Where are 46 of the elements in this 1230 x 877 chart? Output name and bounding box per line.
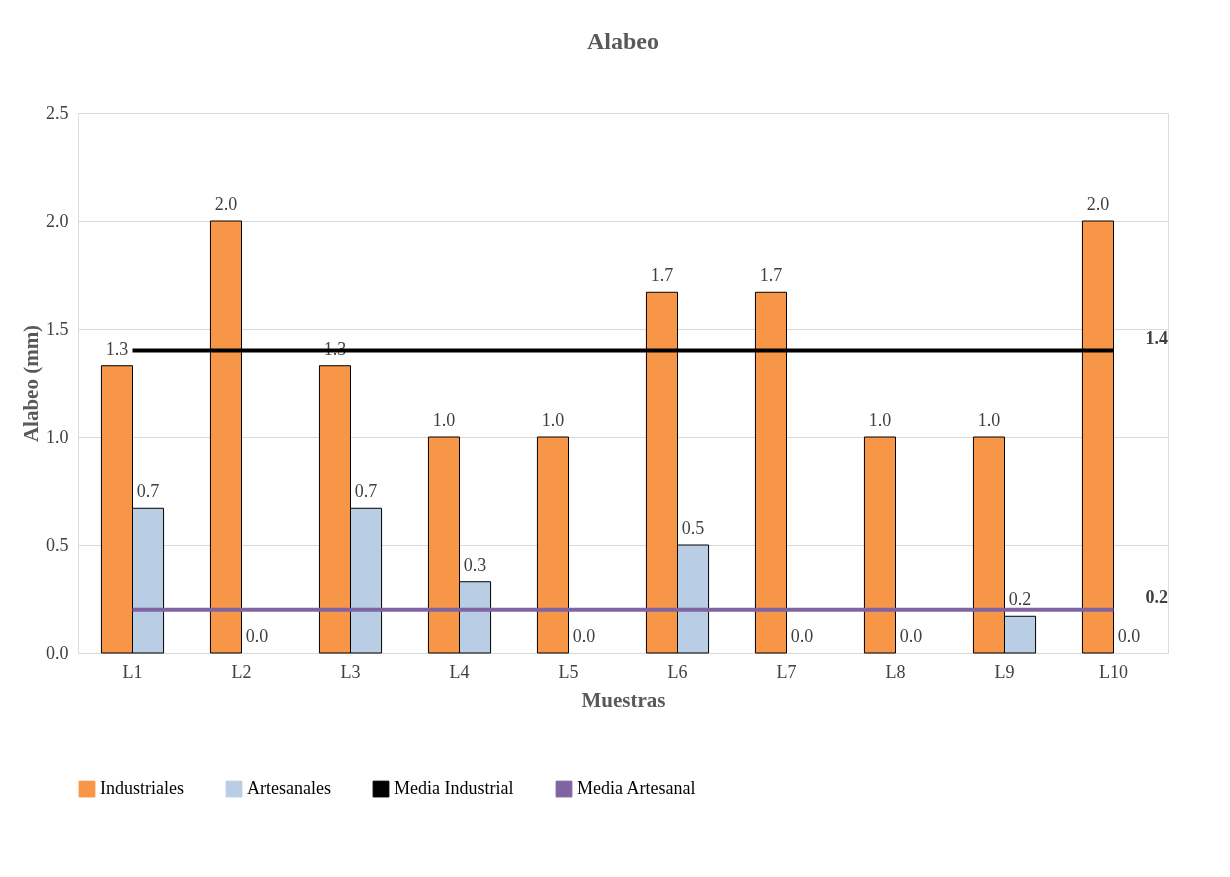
x-tick-label: L4 bbox=[449, 661, 470, 682]
data-label: 0.5 bbox=[681, 518, 705, 538]
legend-label: Artesanales bbox=[247, 778, 331, 799]
data-label: 0.0 bbox=[790, 626, 814, 646]
x-tick-label: L3 bbox=[340, 661, 361, 682]
x-tick-label: L6 bbox=[667, 661, 688, 682]
x-tick-label: L10 bbox=[1099, 661, 1128, 682]
x-tick-label: L8 bbox=[885, 661, 906, 682]
bar bbox=[863, 436, 896, 654]
data-label: 0.7 bbox=[136, 481, 160, 502]
y-tick-label: 0.0 bbox=[46, 642, 69, 663]
y-tick-label: 0.5 bbox=[46, 534, 69, 555]
data-label: 0.3 bbox=[463, 554, 487, 575]
data-label: 1.3 bbox=[105, 338, 129, 359]
y-tick-label: 1.5 bbox=[46, 318, 69, 339]
x-tick-label: L1 bbox=[122, 661, 143, 682]
data-label: 1.7 bbox=[650, 265, 674, 286]
y-tick-label: 2.0 bbox=[46, 210, 69, 231]
data-label: 0.0 bbox=[245, 626, 269, 646]
x-tick-label: L2 bbox=[231, 661, 252, 682]
y-tick-label: 1.0 bbox=[46, 426, 69, 447]
data-label: 0.2 bbox=[1008, 589, 1032, 610]
data-label: 1.0 bbox=[977, 410, 1001, 430]
data-label: 1.0 bbox=[541, 410, 565, 430]
data-label: 1.4 bbox=[1145, 327, 1168, 348]
data-label: 0.0 bbox=[572, 626, 596, 646]
legend-label: Industriales bbox=[100, 778, 184, 799]
data-label: 0.0 bbox=[1117, 626, 1141, 646]
data-label: 1.7 bbox=[759, 265, 783, 286]
data-label: 2.0 bbox=[1086, 194, 1110, 214]
y-axis-title: Alabeo (mm) bbox=[19, 324, 43, 443]
x-tick-label: L7 bbox=[776, 661, 797, 682]
legend-label: Media Artesanal bbox=[577, 778, 696, 799]
data-label: 1.0 bbox=[432, 410, 456, 430]
chart-title: Alabeo bbox=[587, 28, 659, 54]
x-tick-label: L5 bbox=[558, 661, 579, 682]
data-label: 0.7 bbox=[354, 481, 378, 502]
bar bbox=[536, 436, 569, 654]
y-tick-label: 2.5 bbox=[46, 102, 69, 123]
data-label: 0.0 bbox=[899, 626, 923, 646]
data-label: 1.0 bbox=[868, 410, 892, 430]
data-label: 2.0 bbox=[214, 194, 238, 214]
x-tick-label: L9 bbox=[994, 661, 1015, 682]
legend-label: Media Industrial bbox=[394, 778, 514, 799]
data-label: 0.2 bbox=[1145, 586, 1168, 607]
x-axis-title: Muestras bbox=[581, 687, 666, 712]
